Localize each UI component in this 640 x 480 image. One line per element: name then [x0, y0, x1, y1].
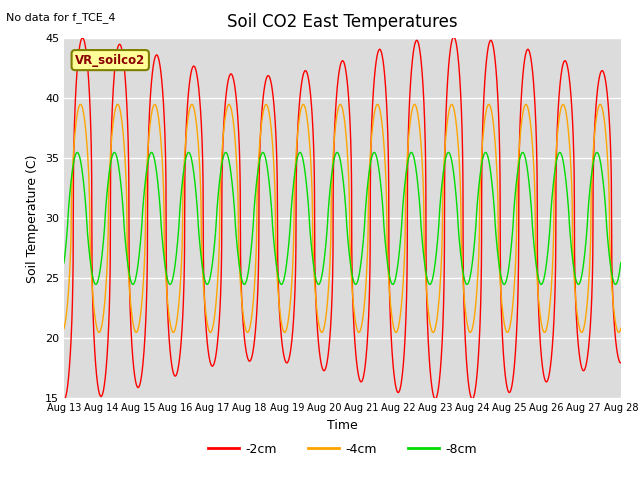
Text: No data for f_TCE_4: No data for f_TCE_4: [6, 12, 116, 23]
Text: VR_soilco2: VR_soilco2: [75, 54, 145, 67]
X-axis label: Time: Time: [327, 419, 358, 432]
Y-axis label: Soil Temperature (C): Soil Temperature (C): [26, 154, 40, 283]
Title: Soil CO2 East Temperatures: Soil CO2 East Temperatures: [227, 13, 458, 31]
Legend: -2cm, -4cm, -8cm: -2cm, -4cm, -8cm: [203, 438, 482, 460]
